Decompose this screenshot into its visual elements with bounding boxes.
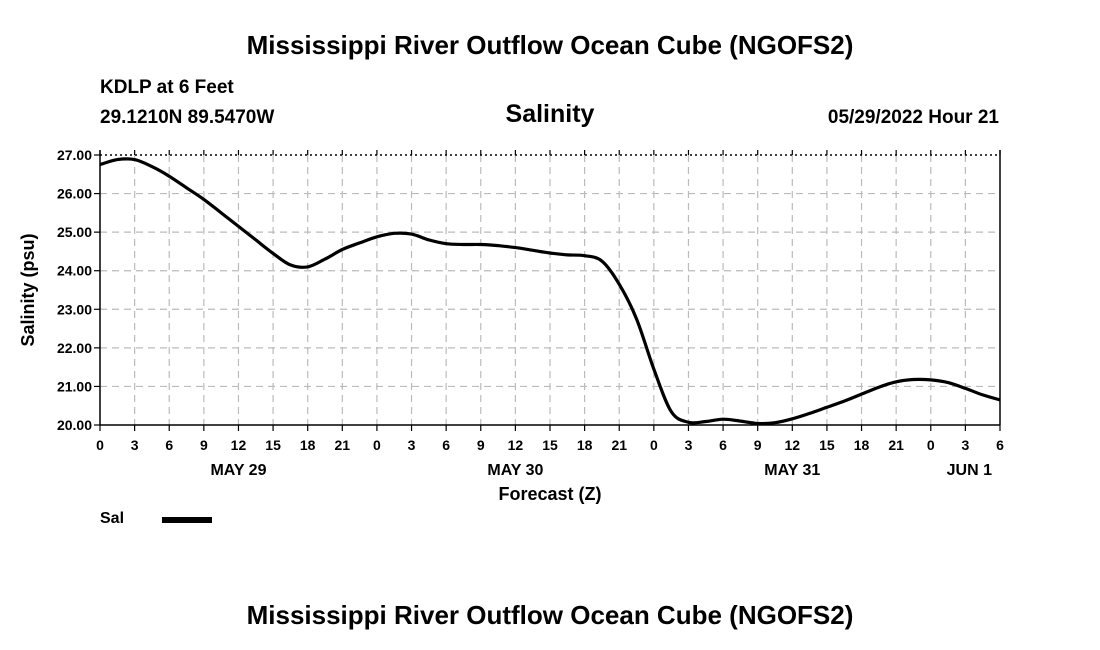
chart-series <box>99 157 1001 426</box>
x-tick-label: 21 <box>335 437 351 453</box>
x-tick-label: 6 <box>719 437 727 453</box>
x-tick-label: 3 <box>131 437 139 453</box>
x-tick-label: 0 <box>96 437 104 453</box>
y-tick-label: 21.00 <box>57 378 92 394</box>
y-axis-label: Salinity (psu) <box>18 233 38 346</box>
x-tick-label: 3 <box>685 437 693 453</box>
x-tick-label: 18 <box>300 437 316 453</box>
x-tick-label: 21 <box>611 437 627 453</box>
legend-swatch <box>162 517 212 523</box>
x-axis-label: Forecast (Z) <box>498 484 601 504</box>
y-tick-label: 22.00 <box>57 340 92 356</box>
x-tick-label: 0 <box>650 437 658 453</box>
x-tick-label: 15 <box>265 437 281 453</box>
chart-title-top: Mississippi River Outflow Ocean Cube (NG… <box>246 30 854 60</box>
x-tick-label: 18 <box>854 437 870 453</box>
forecast-datetime: 05/29/2022 Hour 21 <box>827 107 999 128</box>
x-tick-label: 12 <box>231 437 247 453</box>
x-tick-label: 15 <box>819 437 835 453</box>
x-tick-label: 9 <box>477 437 485 453</box>
x-tick-label: 9 <box>754 437 762 453</box>
x-tick-label: 0 <box>927 437 935 453</box>
x-tick-label: 0 <box>373 437 381 453</box>
day-label: MAY 30 <box>487 462 543 479</box>
x-tick-label: 18 <box>577 437 593 453</box>
chart-grid <box>100 155 1000 425</box>
x-tick-label: 15 <box>542 437 558 453</box>
chart-title-bottom: Mississippi River Outflow Ocean Cube (NG… <box>246 600 854 630</box>
chart-labels: 20.00 21.00 22.00 23.00 24.00 25.00 26.00 27.00… <box>18 147 1004 504</box>
coordinates-label: 29.1210N 89.5470W <box>100 107 275 128</box>
y-tick-label: 24.00 <box>57 263 92 279</box>
y-tick-label: 25.00 <box>57 224 92 240</box>
station-label: KDLP at 6 Feet <box>100 77 234 98</box>
day-label: MAY 31 <box>764 462 820 479</box>
x-tick-label: 21 <box>888 437 904 453</box>
x-tick-label: 3 <box>961 437 969 453</box>
legend-label: Sal <box>100 510 125 527</box>
y-tick-label: 20.00 <box>57 417 92 433</box>
x-tick-label: 3 <box>408 437 416 453</box>
y-tick-label: 27.00 <box>57 147 92 163</box>
x-tick-label: 12 <box>508 437 524 453</box>
y-tick-label: 23.00 <box>57 301 92 317</box>
day-label: MAY 29 <box>210 462 266 479</box>
chart-subtitle: Salinity <box>505 100 595 128</box>
x-tick-label: 12 <box>785 437 801 453</box>
x-tick-label: 9 <box>200 437 208 453</box>
x-tick-label: 6 <box>442 437 450 453</box>
x-tick-label: 6 <box>165 437 173 453</box>
y-tick-label: 26.00 <box>57 186 92 202</box>
day-label: JUN 1 <box>947 462 992 479</box>
x-tick-label: 6 <box>996 437 1004 453</box>
chart-axes <box>94 150 1001 431</box>
series-line-sal <box>99 157 1001 426</box>
